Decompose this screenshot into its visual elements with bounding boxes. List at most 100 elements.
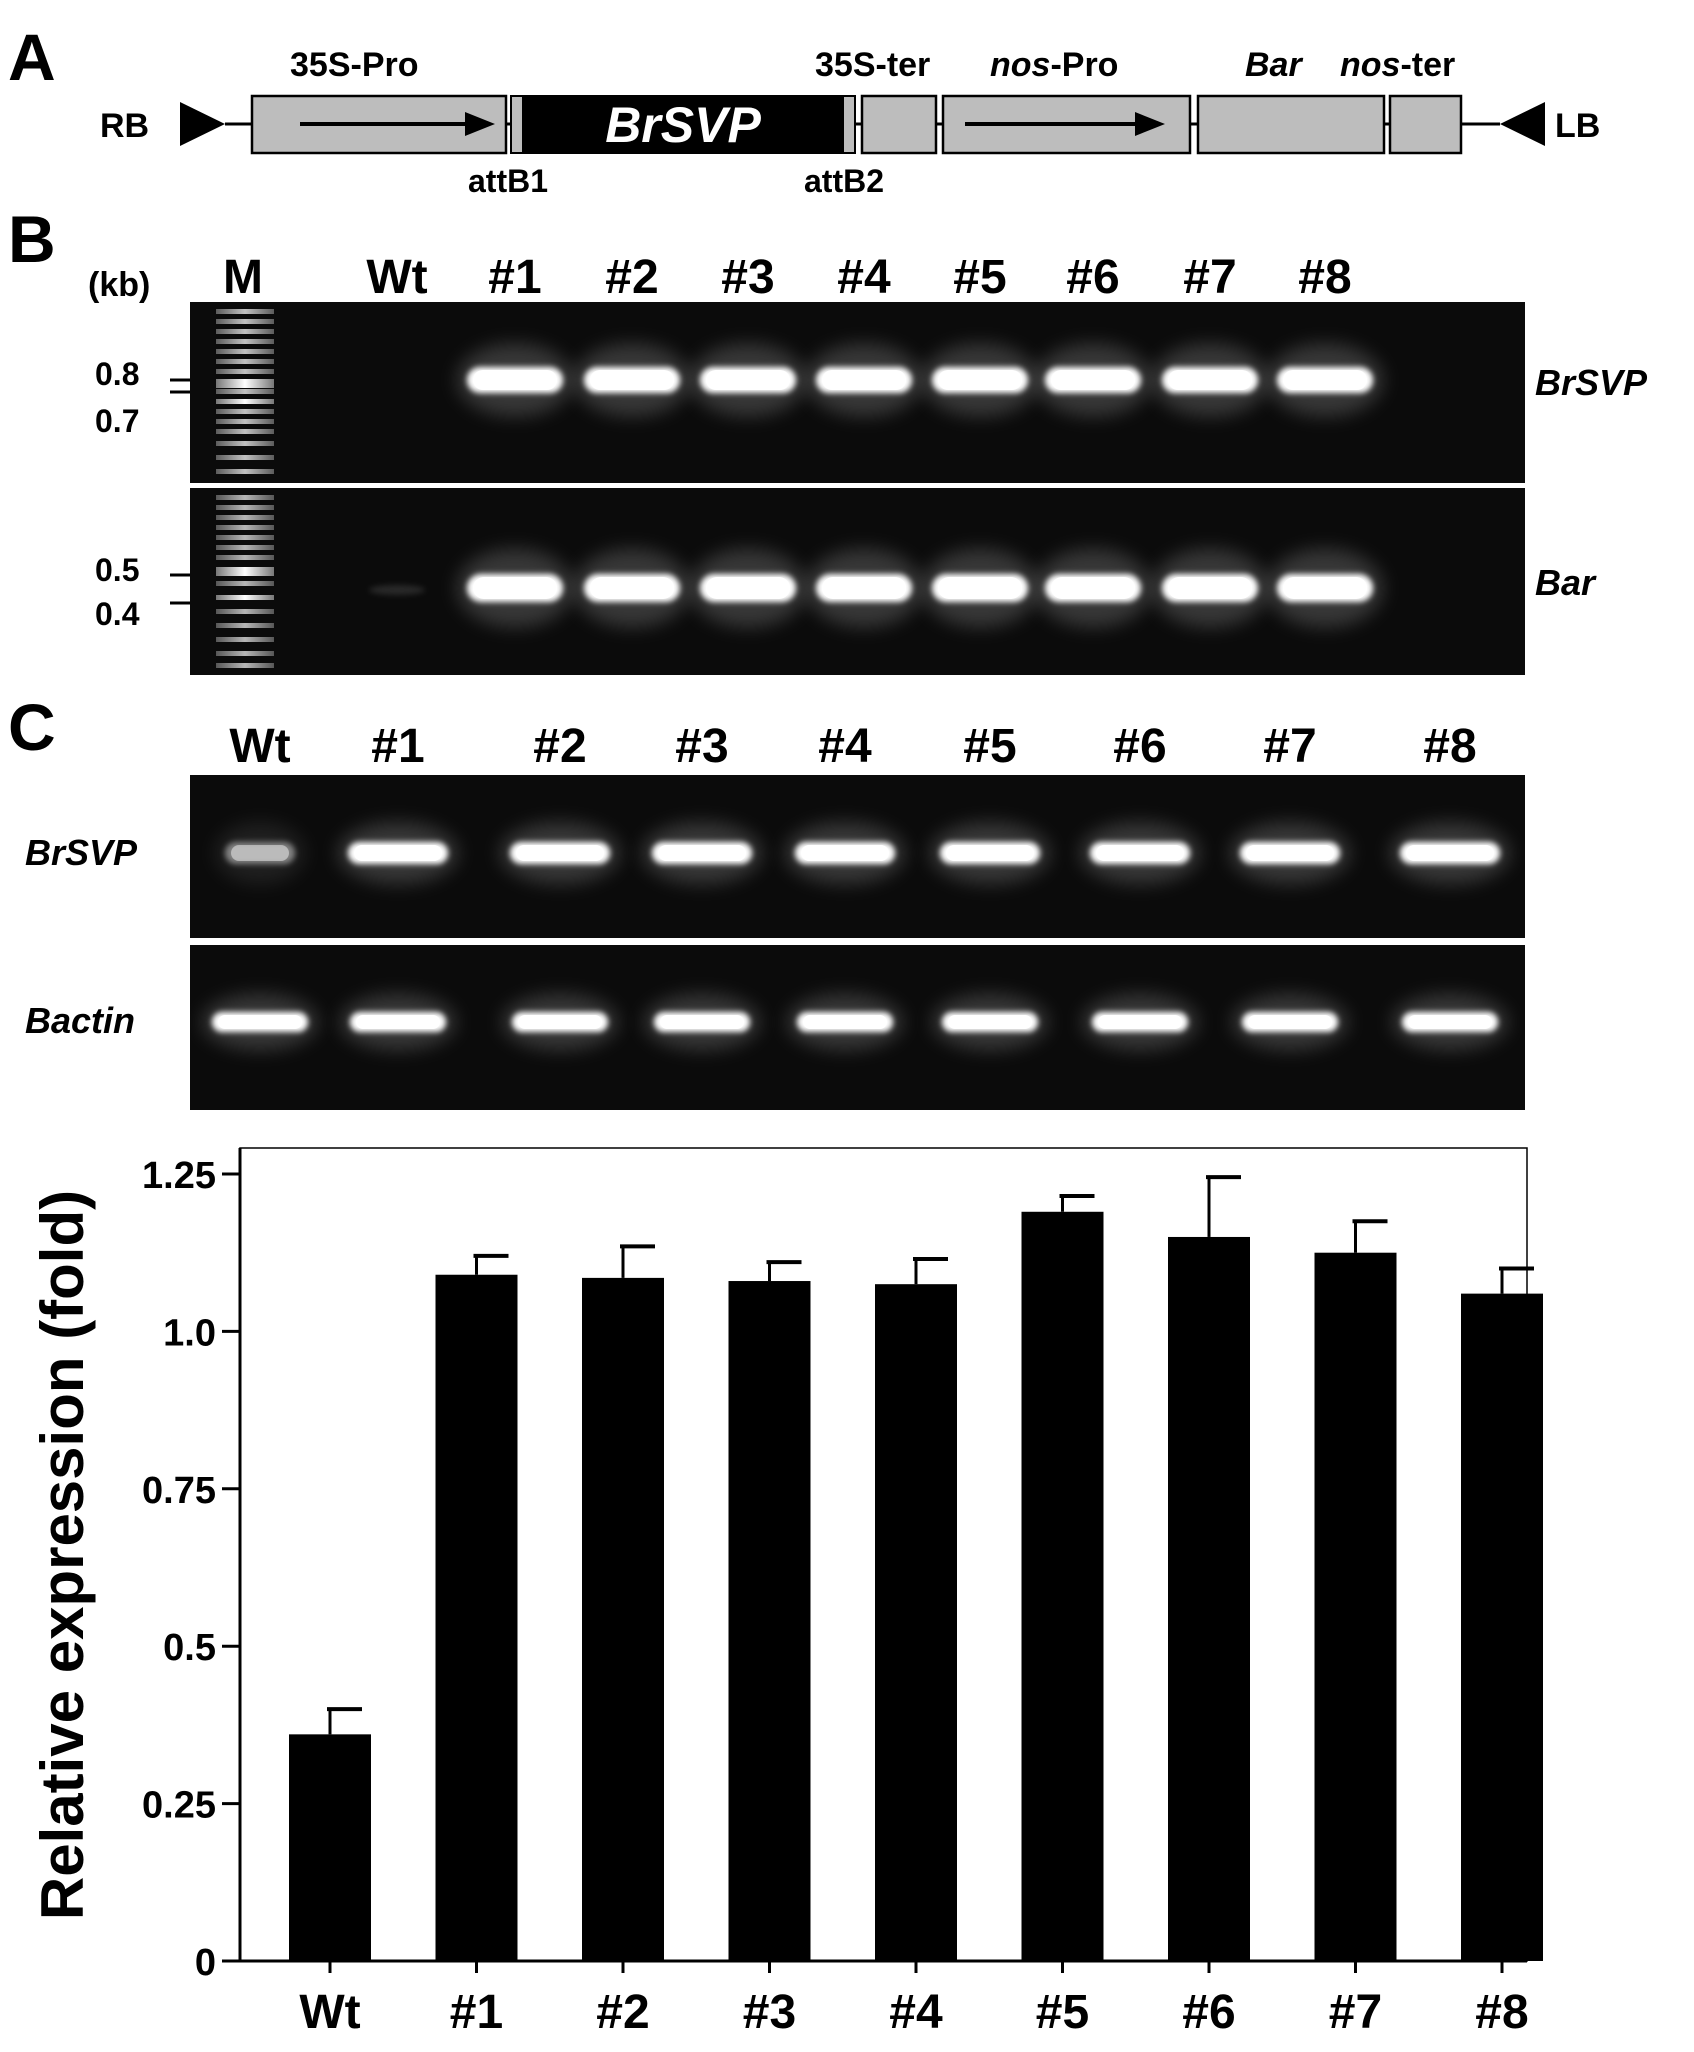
x-tick-label-line-1: #1 [450, 1986, 503, 2039]
gel-c-top-band-line-7-core [1246, 845, 1334, 861]
gel-b-bottom-gene-label: Bar [1535, 562, 1597, 603]
nos-promoter-arrowhead-icon [1135, 112, 1165, 136]
panel-a-label: A [8, 20, 56, 94]
marker-0-4-label: 0.4 [95, 596, 140, 632]
gel-c-bottom-gene-label: Bactin [25, 1000, 135, 1041]
gene-brsvp-label: BrSVP [605, 97, 761, 153]
bar-line-1 [435, 1274, 518, 1961]
bar-line-7 [1314, 1252, 1397, 1961]
gel-c-top-band-line-3-core [658, 845, 746, 861]
gel-c-top-band-wt [225, 842, 295, 864]
panel-c-label: C [8, 690, 56, 764]
ladder-band [216, 429, 274, 434]
gel-b-lane-labels: M Wt #1 #2 #3 #4 #5 #6 #7 #8 [223, 251, 1352, 304]
gel-b-top-bands [457, 343, 1383, 417]
gel-b-lane-label-line-6: #6 [1066, 251, 1119, 304]
gel-c-top-band-line-2-core [516, 845, 604, 861]
ladder-band [216, 535, 274, 540]
ladder-band [216, 369, 274, 374]
x-tick-label-line-8: #8 [1475, 1986, 1528, 2039]
gel-b-ladder [216, 309, 274, 668]
gel-c-lane-label-line-5: #5 [963, 720, 1016, 773]
x-tick-label-line-3: #3 [743, 1986, 796, 2039]
gel-c-top-band-line-1-core [354, 845, 442, 861]
ladder-band [216, 409, 274, 414]
gel-c-lane-label-line-1: #1 [371, 720, 424, 773]
marker-0-7-label: 0.7 [95, 403, 139, 439]
gel-b-bottom-band-wt-faint [369, 585, 425, 595]
terminator-35s-label: 35S-ter [815, 46, 930, 84]
ladder-band [216, 663, 274, 668]
gel-c-top-band-line-8-core [1406, 845, 1494, 861]
gel-c-top-band-line-5-core [946, 845, 1034, 861]
ladder-band [216, 379, 274, 388]
gel-c-bottom-band-line-2-core [518, 1015, 602, 1029]
gel-c-bottom-band-line-1-core [356, 1015, 440, 1029]
chart-x-labels: Wt #1 #2 #3 #4 #5 #6 #7 #8 [299, 1961, 1529, 2039]
ladder-band [216, 419, 274, 424]
panel-c-gel: C Wt #1 #2 #3 #4 #5 #6 #7 #8 BrSVP Bactin [8, 690, 1525, 1110]
gel-c-bottom-bands [202, 994, 1508, 1050]
gel-c-lane-label-wt: Wt [229, 720, 290, 773]
x-tick-label-wt: Wt [299, 1986, 360, 2039]
ladder-band [216, 515, 274, 520]
ladder-band [216, 339, 274, 344]
marker-0-5-label: 0.5 [95, 552, 139, 588]
gel-b-lane-label-line-3: #3 [721, 251, 774, 304]
gel-b-top-band-line-5-core [938, 370, 1022, 390]
x-tick-label-line-2: #2 [596, 1986, 649, 2039]
gel-c-bottom-band-line-7-core [1248, 1015, 1332, 1029]
rb-label: RB [100, 107, 149, 145]
gel-c-top-gene-label: BrSVP [25, 832, 138, 873]
y-tick-label: 1.25 [142, 1155, 216, 1197]
ladder-band [216, 651, 274, 656]
gel-b-bottom-band-line-2-core [590, 577, 674, 599]
ladder-band [216, 399, 274, 404]
ladder-band [216, 441, 274, 446]
bar-line-3 [728, 1281, 811, 1961]
gel-b-top-band-line-6-core [1051, 370, 1135, 390]
gel-b-lane-label-line-5: #5 [953, 251, 1006, 304]
gel-b-unit-label: (kb) [88, 266, 150, 304]
gel-b-bottom-band-line-3-core [706, 577, 790, 599]
gel-c-top-band-line-6-core [1096, 845, 1184, 861]
y-tick-label: 0.75 [142, 1470, 216, 1512]
nos-terminator-italic: nos [1340, 46, 1400, 84]
ladder-band [216, 455, 274, 460]
gel-c-bottom-band-line-3-core [660, 1015, 744, 1029]
rb-triangle-icon [180, 102, 225, 146]
panel-b-label: B [8, 202, 56, 276]
gel-c-lane-label-line-4: #4 [818, 720, 872, 773]
gel-c-lane-label-line-3: #3 [675, 720, 728, 773]
ladder-band [216, 349, 274, 354]
gel-c-bottom-band-line-5-core [948, 1015, 1032, 1029]
nos-terminator-box [1388, 94, 1463, 155]
x-tick-label-line-7: #7 [1329, 1986, 1382, 2039]
ladder-band [216, 319, 274, 324]
gel-b-bottom-band-line-8-core [1283, 577, 1367, 599]
gel-b-top-band-line-2-core [590, 370, 674, 390]
ladder-band [216, 359, 274, 364]
ladder-band [216, 545, 274, 550]
ladder-band [216, 505, 274, 510]
ladder-band [216, 567, 274, 576]
promoter-35s-arrowhead-icon [465, 112, 495, 136]
ladder-band [216, 309, 274, 314]
ladder-band [216, 637, 274, 642]
ladder-band [216, 525, 274, 530]
gel-b-top-gene-label: BrSVP [1535, 362, 1648, 403]
y-tick-label: 0.5 [163, 1627, 216, 1669]
gel-b-top-band-line-4-core [822, 370, 906, 390]
ladder-band [216, 469, 274, 474]
gel-c-lane-labels: Wt #1 #2 #3 #4 #5 #6 #7 #8 [229, 720, 1476, 773]
ladder-band [216, 595, 274, 600]
gel-b-lane-label-line-8: #8 [1298, 251, 1351, 304]
gel-c-bottom-band-wt-core [218, 1015, 302, 1029]
gel-b-lane-label-line-1: #1 [488, 251, 541, 304]
attb2-label: attB2 [804, 163, 884, 199]
x-tick-label-line-4: #4 [889, 1986, 943, 2039]
gel-b-top-band-line-8-core [1283, 370, 1367, 390]
chart-bars [289, 1175, 1543, 1961]
chart-y-ticks: 0 0.25 0.5 0.75 1.0 1.25 [142, 1155, 240, 1984]
